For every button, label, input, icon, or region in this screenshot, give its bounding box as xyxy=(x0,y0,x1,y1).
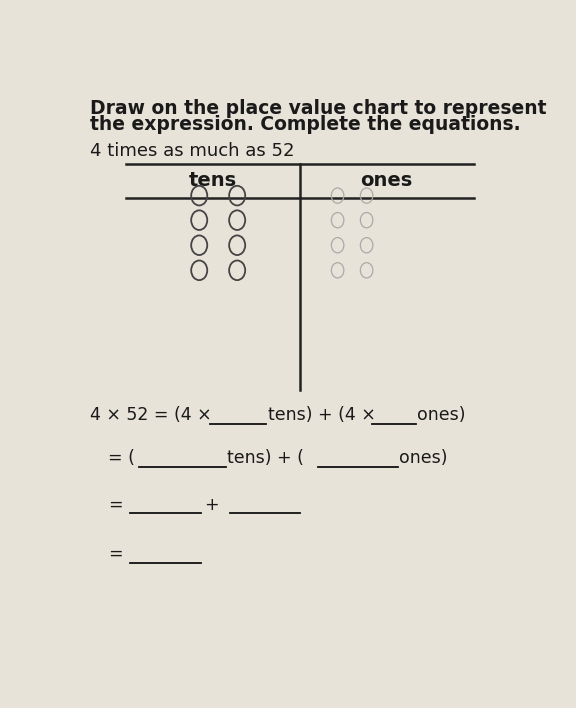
Text: ones: ones xyxy=(361,171,413,190)
Text: the expression. Complete the equations.: the expression. Complete the equations. xyxy=(90,115,521,134)
Text: tens: tens xyxy=(188,171,237,190)
Text: =: = xyxy=(108,544,122,563)
Text: = (: = ( xyxy=(108,450,135,467)
Text: tens) + (: tens) + ( xyxy=(228,450,304,467)
Text: tens) + (4 ×: tens) + (4 × xyxy=(267,406,376,424)
Text: Draw on the place value chart to represent: Draw on the place value chart to represe… xyxy=(90,98,547,118)
Text: =: = xyxy=(108,496,122,514)
Text: 4 × 52 = (4 ×: 4 × 52 = (4 × xyxy=(90,406,211,424)
Text: ones): ones) xyxy=(417,406,465,424)
Text: 4 times as much as 52: 4 times as much as 52 xyxy=(90,142,294,160)
Text: ones): ones) xyxy=(399,450,448,467)
Text: +: + xyxy=(204,496,218,514)
